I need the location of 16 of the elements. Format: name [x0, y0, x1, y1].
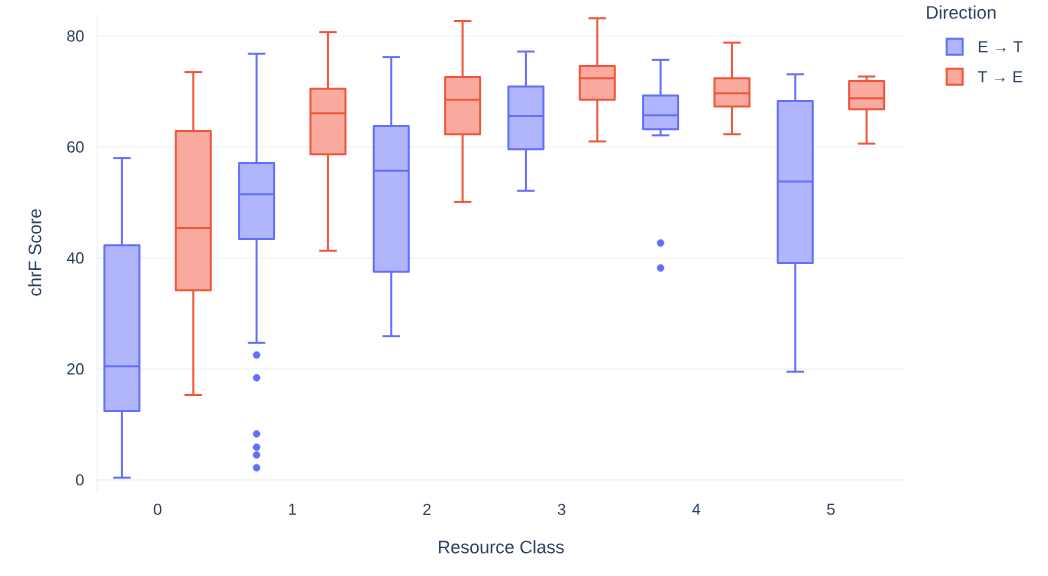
x-tick-label: 2	[423, 503, 431, 515]
x-axis-title: Resource Class	[438, 540, 564, 554]
x-tick-label: 1	[289, 503, 296, 515]
y-tick-label: 60	[67, 141, 84, 153]
x-tick-label: 3	[557, 503, 566, 516]
y-tick-label: 0	[76, 474, 84, 486]
legend-label: T → E	[977, 71, 1023, 83]
y-tick-label: 80	[67, 30, 84, 42]
x-tick-label: 4	[692, 503, 701, 515]
legend-title: Direction	[927, 5, 996, 19]
x-tick-label: 0	[153, 503, 162, 516]
y-tick-label: 20	[67, 363, 84, 375]
y-tick-label: 40	[66, 252, 84, 264]
y-axis-title: chrF Score	[28, 209, 42, 296]
legend-label: E → T	[978, 41, 1023, 53]
x-tick-label: 5	[827, 503, 835, 515]
